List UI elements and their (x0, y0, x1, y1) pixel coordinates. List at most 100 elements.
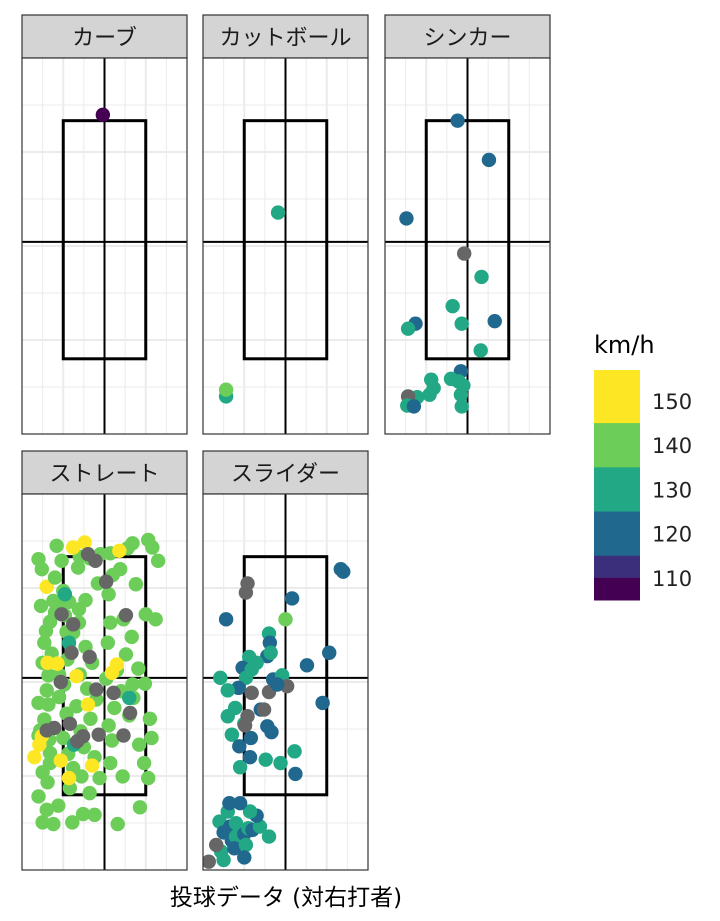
pitch-point (141, 770, 156, 786)
pitch-point (38, 623, 54, 639)
colorbar-tick-label: 150 (652, 390, 692, 414)
pitch-point (101, 587, 116, 602)
pitch-point (78, 592, 93, 608)
colorbar-swatch (594, 577, 640, 601)
pitch-point (399, 211, 414, 226)
pitch-point (82, 649, 97, 665)
strike-zone (424, 119, 511, 361)
colorbar-swatch (594, 555, 640, 579)
pitch-point (213, 670, 228, 686)
pitch-point (53, 674, 68, 690)
pitch-point (232, 739, 247, 754)
pitch-point (242, 804, 258, 819)
pitch-point (238, 837, 254, 853)
pitch-point (273, 755, 288, 771)
pitch-point (61, 770, 77, 786)
pitch-point (218, 382, 234, 397)
pitch-point (203, 854, 216, 869)
pitch-points (399, 113, 502, 414)
pitch-point (112, 543, 127, 559)
pitch-point (124, 629, 139, 645)
pitch-point (57, 587, 73, 602)
pitch-point (77, 535, 92, 550)
pitch-point (136, 755, 152, 771)
facet-strip (202, 450, 369, 495)
pitch-point (240, 709, 255, 724)
pitch-point (70, 560, 86, 575)
pitch-point (41, 668, 56, 683)
pitch-point (128, 577, 144, 592)
colorbar-swatch (594, 370, 640, 424)
pitch-point (244, 685, 259, 701)
pitch-point (242, 750, 258, 765)
pitch-point (132, 800, 148, 815)
pitch-point (270, 677, 285, 692)
pitch-point (82, 785, 97, 801)
pitch-point (31, 695, 46, 711)
pitch-point (65, 617, 81, 632)
pitch-point (51, 798, 66, 813)
pitch-point (101, 718, 116, 733)
pitch-point (474, 269, 489, 285)
pitch-points (203, 562, 351, 869)
pitch-point (450, 113, 465, 128)
facet-strip-label: ストレート (49, 462, 159, 487)
pitch-point (232, 795, 248, 811)
pitch-point (141, 532, 156, 548)
pitch-point (453, 387, 469, 402)
x-axis-label: 投球データ (対右打者) (170, 885, 402, 911)
colorbar-tick-label: 120 (652, 523, 692, 547)
pitch-point (91, 727, 106, 742)
pitch-point (243, 730, 259, 746)
colorbar-tick-label: 130 (652, 478, 692, 502)
pitch-point (49, 538, 64, 554)
facet-panel: カーブ (21, 14, 188, 435)
panel-border (384, 57, 551, 435)
facet-strip-label: シンカー (423, 26, 511, 51)
pitch-point (270, 205, 286, 220)
panel-border (202, 493, 369, 871)
pitch-point (299, 658, 315, 673)
pitch-point (74, 769, 89, 784)
pitch-point (227, 841, 242, 856)
pitch-point (212, 814, 227, 829)
pitch-point (150, 553, 166, 569)
pitch-points (218, 205, 286, 404)
pitch-point (231, 680, 246, 696)
facet-strip-label: カーブ (72, 26, 137, 51)
pitch-point (75, 806, 91, 822)
pitch-point (481, 152, 497, 168)
pitch-point (137, 676, 153, 691)
pitch-point (224, 727, 240, 742)
pitch-point (39, 723, 54, 738)
pitch-point (69, 699, 84, 714)
colorbar-title: km/h (594, 331, 655, 359)
pitch-point (473, 343, 488, 358)
pitch-point (46, 816, 61, 832)
pitch-point (122, 690, 137, 706)
pitch-point (116, 728, 131, 743)
pitch-point (422, 387, 437, 402)
facet-strip-label: カットボール (219, 26, 351, 51)
panel-border (21, 493, 188, 871)
pitch-point (131, 661, 146, 676)
pitch-point (32, 737, 47, 752)
pitch-point (31, 789, 46, 804)
pitch-point (54, 607, 69, 622)
pitch-point (131, 737, 147, 752)
pitch-point (406, 399, 422, 414)
pitch-point (322, 645, 337, 660)
pitch-point (249, 655, 264, 670)
colorbar-legend: km/h 150 140 130 120 110 (594, 331, 692, 601)
pitch-point (288, 766, 303, 782)
pitch-point (454, 316, 469, 331)
pitch-point (37, 712, 52, 727)
pitch-point (56, 730, 71, 746)
pitch-point (42, 755, 58, 771)
pitch-point (35, 815, 50, 830)
pitch-point (104, 665, 120, 681)
pitch-point (54, 553, 69, 569)
pitch-point (42, 745, 58, 761)
facet-strip (21, 14, 188, 59)
